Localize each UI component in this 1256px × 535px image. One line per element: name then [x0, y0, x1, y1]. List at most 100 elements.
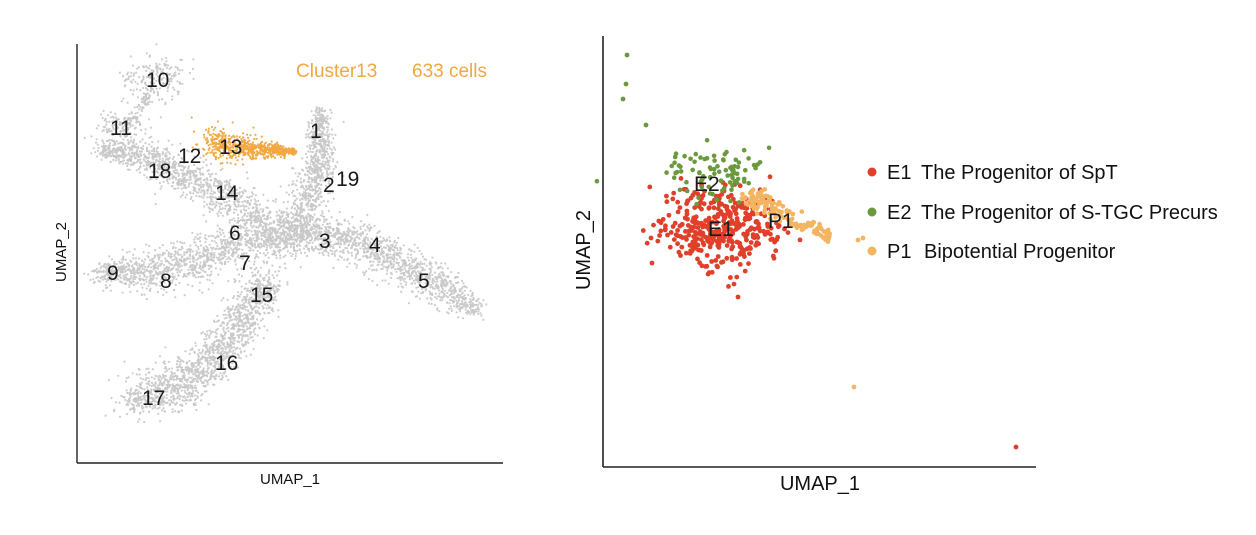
cell-dot — [247, 338, 250, 341]
cell-dot — [138, 373, 141, 376]
cell-dot — [319, 149, 322, 152]
cell-dot — [447, 289, 450, 292]
cell-dot — [162, 403, 165, 406]
cell-dot — [240, 236, 243, 240]
cell-dot — [485, 303, 488, 306]
cell-dot — [142, 263, 145, 266]
cell-dot — [449, 293, 452, 296]
cell-dot — [318, 219, 322, 222]
cell-dot — [139, 377, 142, 380]
cell-dot — [174, 250, 177, 253]
cell-dot — [464, 308, 467, 311]
cell-dot — [194, 373, 197, 376]
cell-dot — [324, 116, 327, 119]
cell-dot — [219, 340, 222, 343]
cell-dot — [224, 255, 227, 258]
cell-dot — [251, 321, 255, 325]
cell-dot — [204, 332, 207, 336]
cell-dot — [278, 248, 281, 252]
cell-dot — [123, 360, 126, 363]
cell-dot — [232, 342, 236, 345]
cell-dot — [267, 312, 270, 315]
cell-dot — [298, 213, 301, 216]
cell-dot — [307, 165, 311, 169]
cell-dot — [372, 260, 375, 263]
cell-dot — [436, 308, 439, 311]
cell-dot — [308, 199, 312, 202]
cell-dot — [185, 262, 188, 265]
cell-dot — [136, 397, 139, 400]
cell-dot — [313, 165, 316, 168]
cell-dot — [179, 360, 182, 363]
cell-dot — [140, 283, 143, 286]
cell-dot — [322, 114, 325, 117]
cell-dot — [446, 301, 449, 304]
cell-dot — [214, 364, 217, 367]
cell-dot — [133, 270, 136, 273]
cell-dot — [392, 258, 396, 261]
cell-dot — [168, 383, 171, 386]
cell-dot — [226, 344, 229, 347]
cell-dot — [102, 265, 105, 268]
cell-dot — [166, 267, 169, 270]
cell-dot — [205, 220, 208, 223]
cell-dot — [148, 259, 152, 262]
cell-dot — [141, 387, 144, 390]
cell-dot — [201, 393, 204, 396]
cell-dot — [98, 262, 101, 265]
cell-dot — [294, 257, 297, 260]
cell-dot — [290, 235, 293, 238]
cell-dot — [441, 278, 444, 281]
cell-dot — [332, 137, 335, 140]
cell-dot — [223, 248, 226, 251]
cell-dot — [109, 142, 112, 145]
cell-dot — [277, 309, 280, 312]
cell-dot — [178, 394, 181, 397]
cell-dot — [250, 199, 253, 202]
cell-dot — [173, 258, 176, 261]
cell-dot — [413, 274, 416, 277]
cell-dot — [265, 307, 268, 310]
cell-dot — [284, 254, 287, 257]
cell-dot — [154, 404, 157, 407]
cell-dot — [148, 279, 151, 282]
cell-dot — [172, 378, 175, 381]
cell-dot — [206, 330, 209, 333]
cell-dot — [459, 310, 462, 313]
cell-dot — [204, 351, 207, 354]
cell-dot — [218, 342, 221, 345]
cell-dot — [353, 262, 356, 265]
cell-dot — [208, 243, 211, 246]
cell-dot — [341, 234, 344, 237]
cell-dot — [480, 314, 483, 317]
cell-dot — [232, 336, 235, 339]
cell-dot — [206, 274, 209, 277]
cell-dot — [306, 156, 309, 159]
cell-dot — [429, 293, 432, 296]
cell-dot — [357, 242, 360, 245]
cell-dot — [296, 249, 299, 252]
cell-dot — [127, 403, 130, 406]
cell-dot — [459, 289, 462, 293]
cell-dot — [133, 411, 136, 414]
cell-dot — [447, 307, 451, 310]
cell-dot — [232, 352, 235, 355]
cell-dot — [246, 313, 249, 316]
cell-dot — [268, 289, 271, 292]
cell-dot — [300, 181, 303, 184]
cell-dot — [266, 228, 269, 231]
cell-dot — [171, 272, 174, 275]
cell-dot — [249, 336, 252, 339]
cell-dot — [311, 168, 314, 171]
cell-dot — [351, 215, 354, 219]
cell-dot — [406, 275, 409, 278]
cell-dot — [239, 319, 242, 322]
cell-dot — [246, 334, 249, 337]
cell-dot — [180, 409, 183, 412]
cell-dot — [220, 299, 223, 302]
cell-dot — [257, 311, 260, 314]
cell-dot — [197, 257, 200, 260]
cell-dot — [329, 108, 332, 111]
cell-dot — [226, 341, 229, 344]
cell-dot — [306, 145, 309, 148]
